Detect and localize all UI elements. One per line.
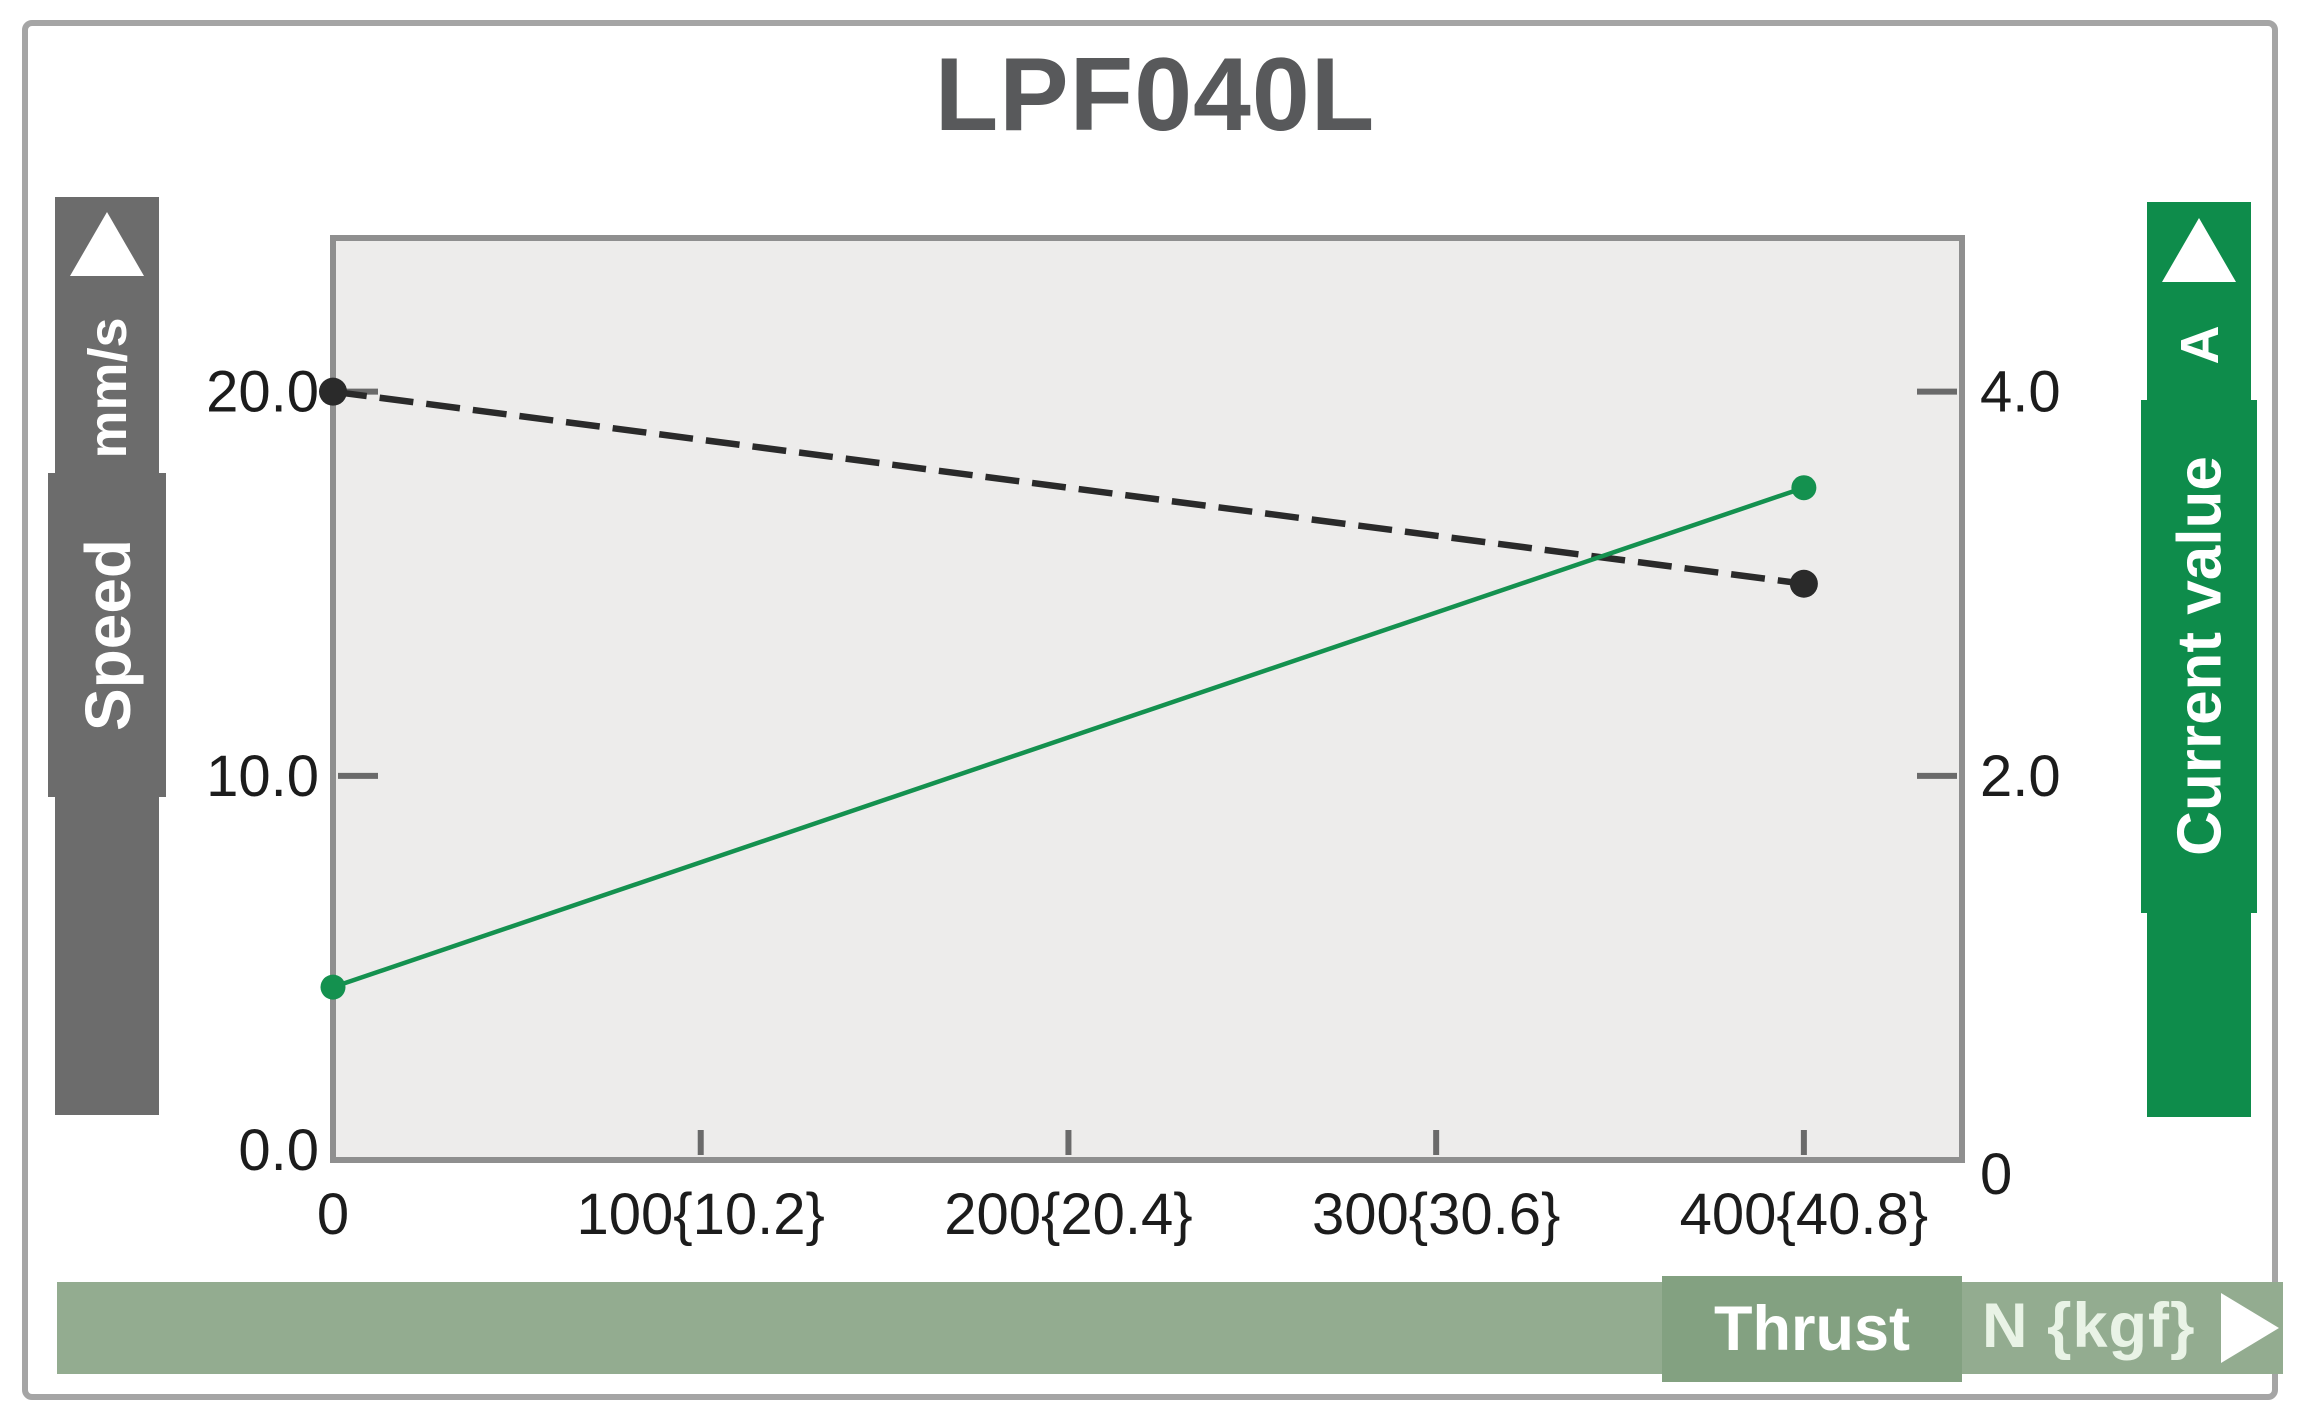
x-tick-label: 100{10.2} (577, 1182, 825, 1247)
x-tick-label: 0 (317, 1182, 349, 1247)
data-point (1791, 475, 1817, 501)
y-left-tick-label: 20.0 (206, 360, 319, 425)
data-point (1789, 569, 1818, 598)
y-right-tick-label: 2.0 (1980, 744, 2061, 809)
arrow-up-icon (70, 212, 144, 276)
data-point (319, 377, 347, 406)
current-axis-banner-label-box (2141, 400, 2257, 913)
thrust-axis-unit: N {kgf} (1982, 1291, 2196, 1361)
y-left-tick-label: 0.0 (238, 1118, 319, 1183)
arrow-up-icon (2162, 218, 2236, 282)
arrow-right-icon (2221, 1293, 2279, 1363)
data-point (320, 974, 346, 1000)
y-right-tick-label: 4.0 (1980, 360, 2061, 425)
series-line (332, 485, 1805, 990)
current-axis-unit: A (2170, 325, 2230, 365)
series-line (332, 388, 1805, 587)
x-tick-label: 200{20.4} (944, 1182, 1192, 1247)
x-tick-label: 400{40.8} (1680, 1182, 1928, 1247)
speed-axis-unit: mm/s (78, 317, 138, 459)
y-right-tick-label: 0 (1980, 1142, 2012, 1207)
plot-area (330, 235, 1965, 1163)
thrust-axis-label-box: Thrust (1662, 1276, 1962, 1382)
thrust-axis-label: Thrust (1714, 1294, 1910, 1364)
x-tick-label: 300{30.6} (1312, 1182, 1560, 1247)
speed-axis-banner-label-box (48, 473, 166, 797)
page-title: LPF040L (934, 37, 1376, 153)
y-left-tick-label: 10.0 (206, 744, 319, 809)
speed-axis-label: Speed (72, 538, 144, 732)
current-axis-label: Current value (2165, 456, 2235, 856)
